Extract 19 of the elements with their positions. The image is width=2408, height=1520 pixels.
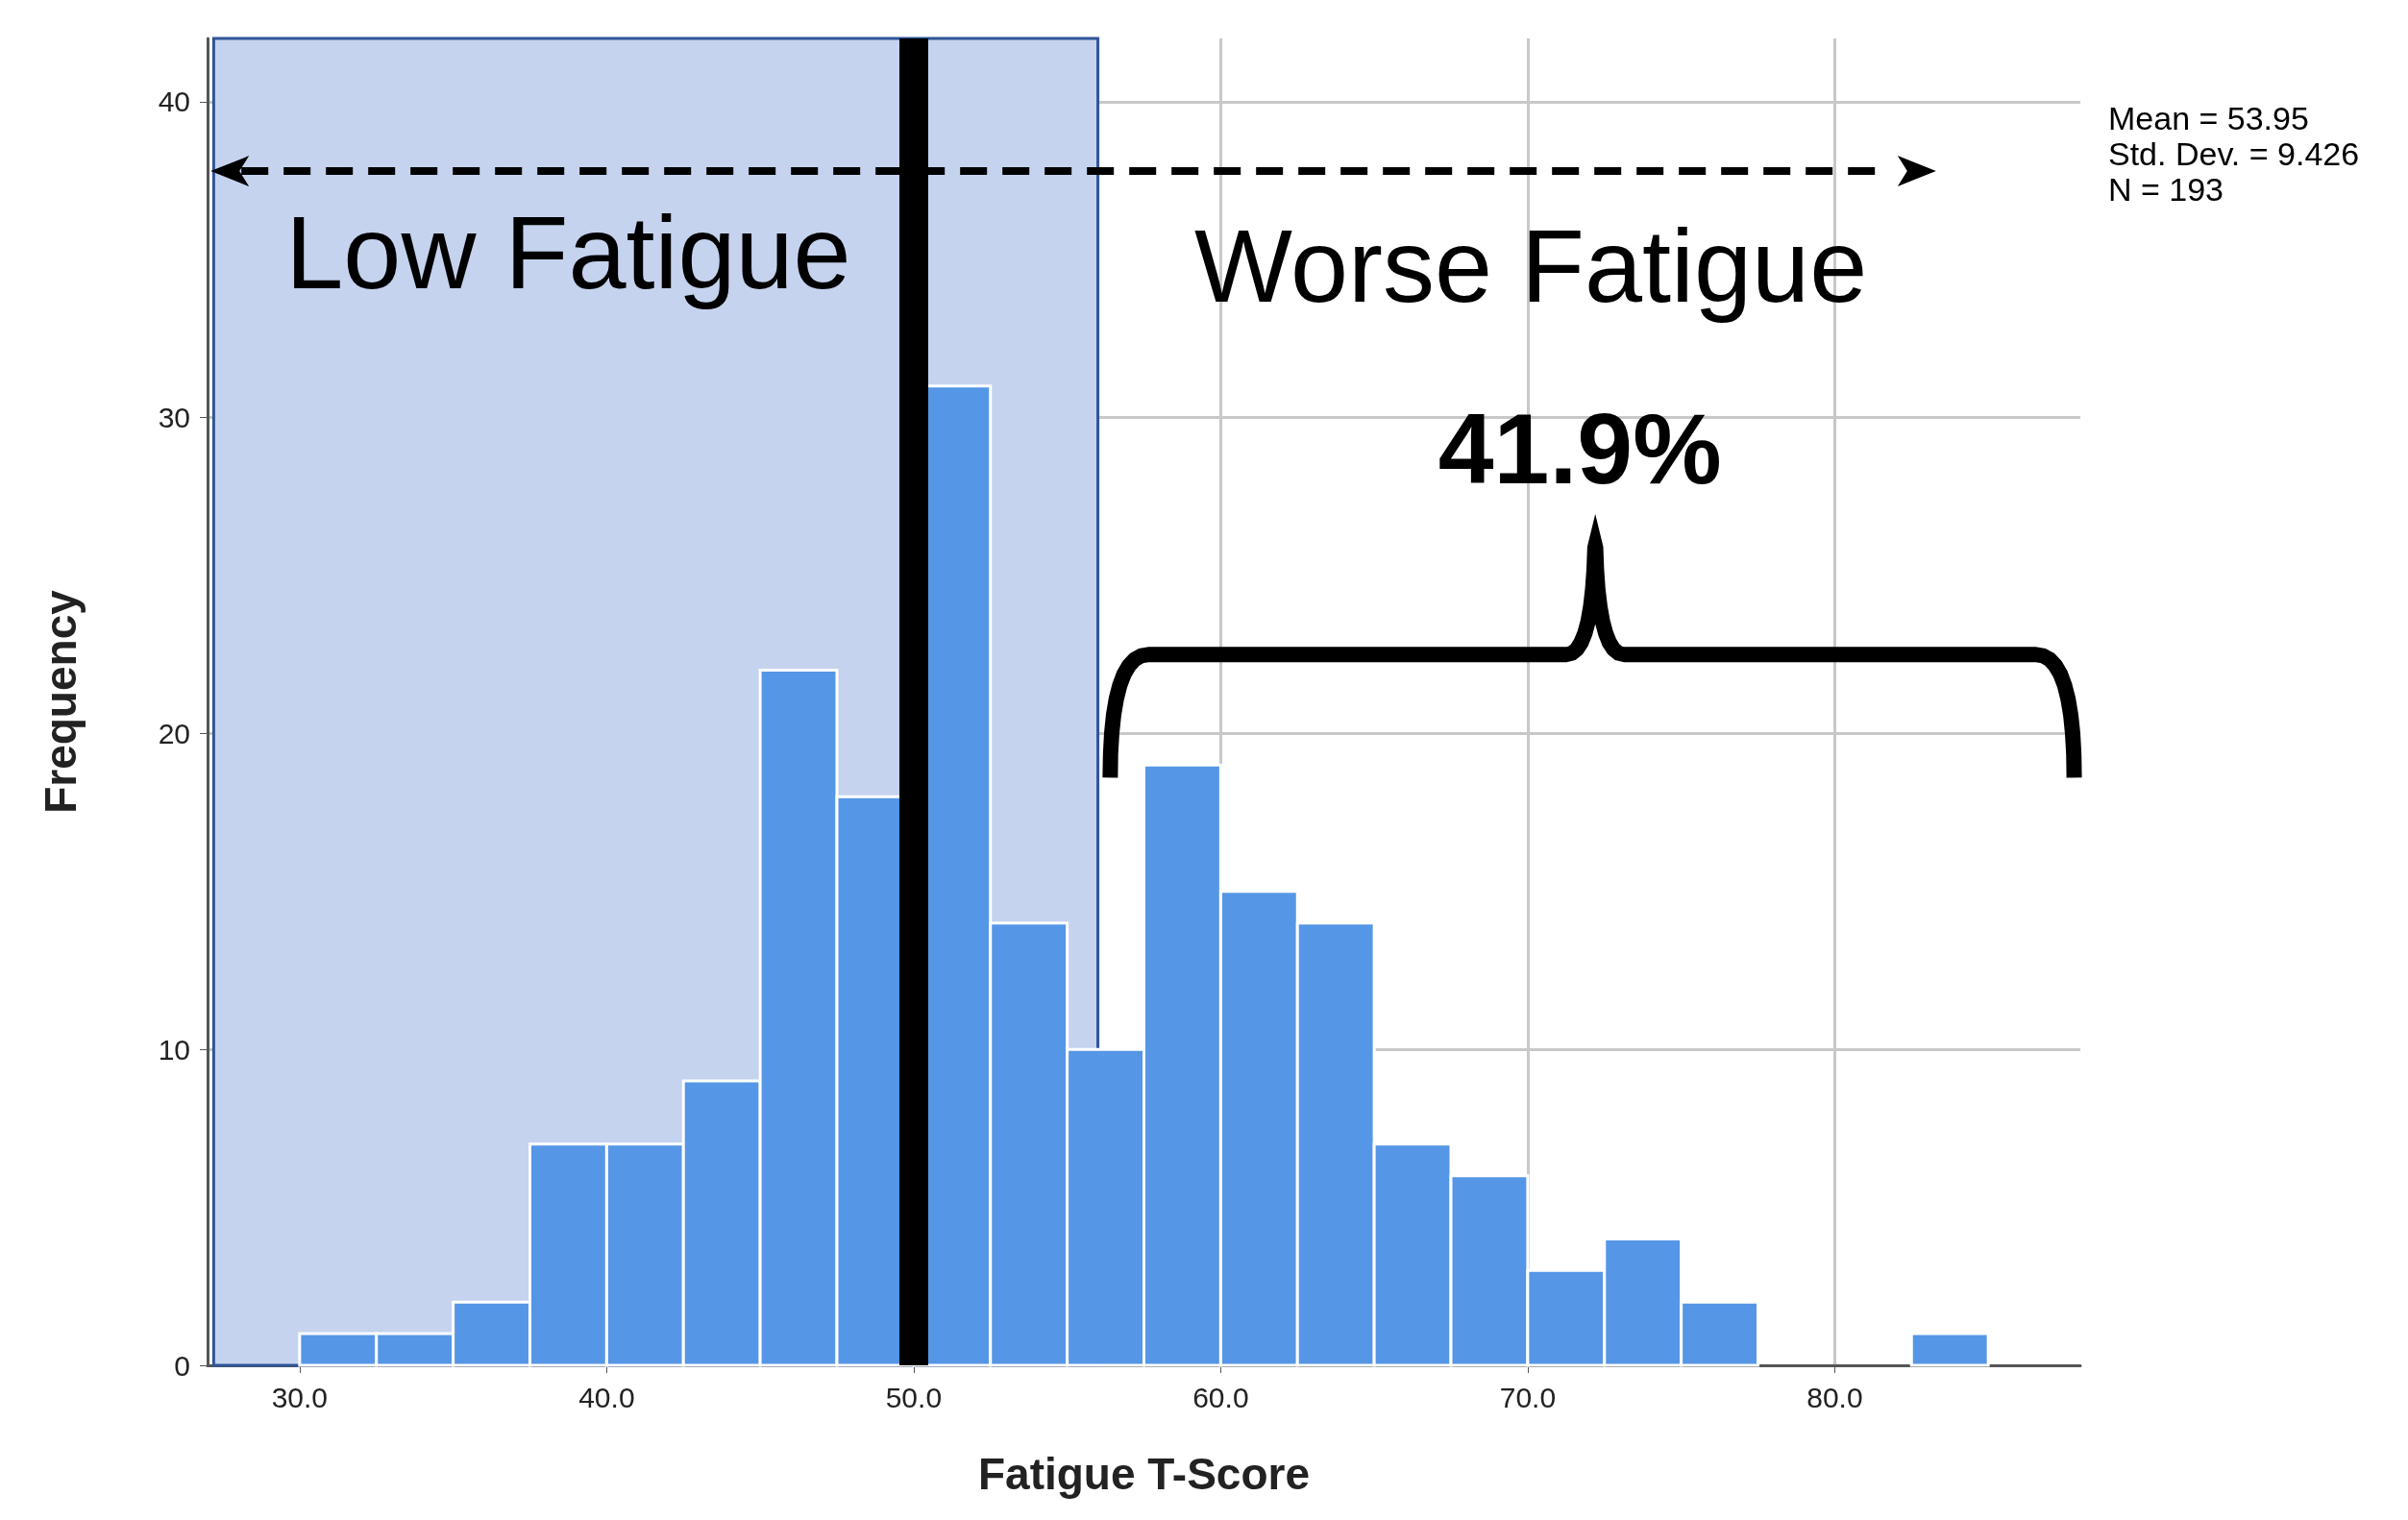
text: Std. Dev. = 9.426 (2108, 135, 2360, 172)
x-tick-label: 70.0 (1499, 1381, 1557, 1413)
y-axis-title: Frequency (36, 589, 86, 814)
y-tick-label: 10 (158, 1033, 190, 1066)
text: N = 193 (2108, 171, 2224, 208)
x-axis-title: Fatigue T-Score (977, 1449, 1311, 1499)
x-tick-label: 30.0 (271, 1381, 329, 1413)
y-tick-label: 30 (158, 402, 190, 434)
annotation: Worse Fatigue (1193, 208, 1868, 325)
y-tick-label: 20 (158, 717, 190, 749)
y-tick-label: 40 (158, 86, 190, 118)
annotation: 41.9% (1437, 393, 1722, 505)
x-tick-label: 60.0 (1192, 1381, 1249, 1413)
band-label: Low Fatigue (285, 194, 851, 310)
y-tick-label: 0 (174, 1349, 190, 1382)
text: Mean = 53.95 (2108, 100, 2309, 136)
x-tick-label: 50.0 (885, 1381, 943, 1413)
x-tick-label: 80.0 (1806, 1381, 1863, 1413)
x-tick-label: 40.0 (578, 1381, 635, 1413)
